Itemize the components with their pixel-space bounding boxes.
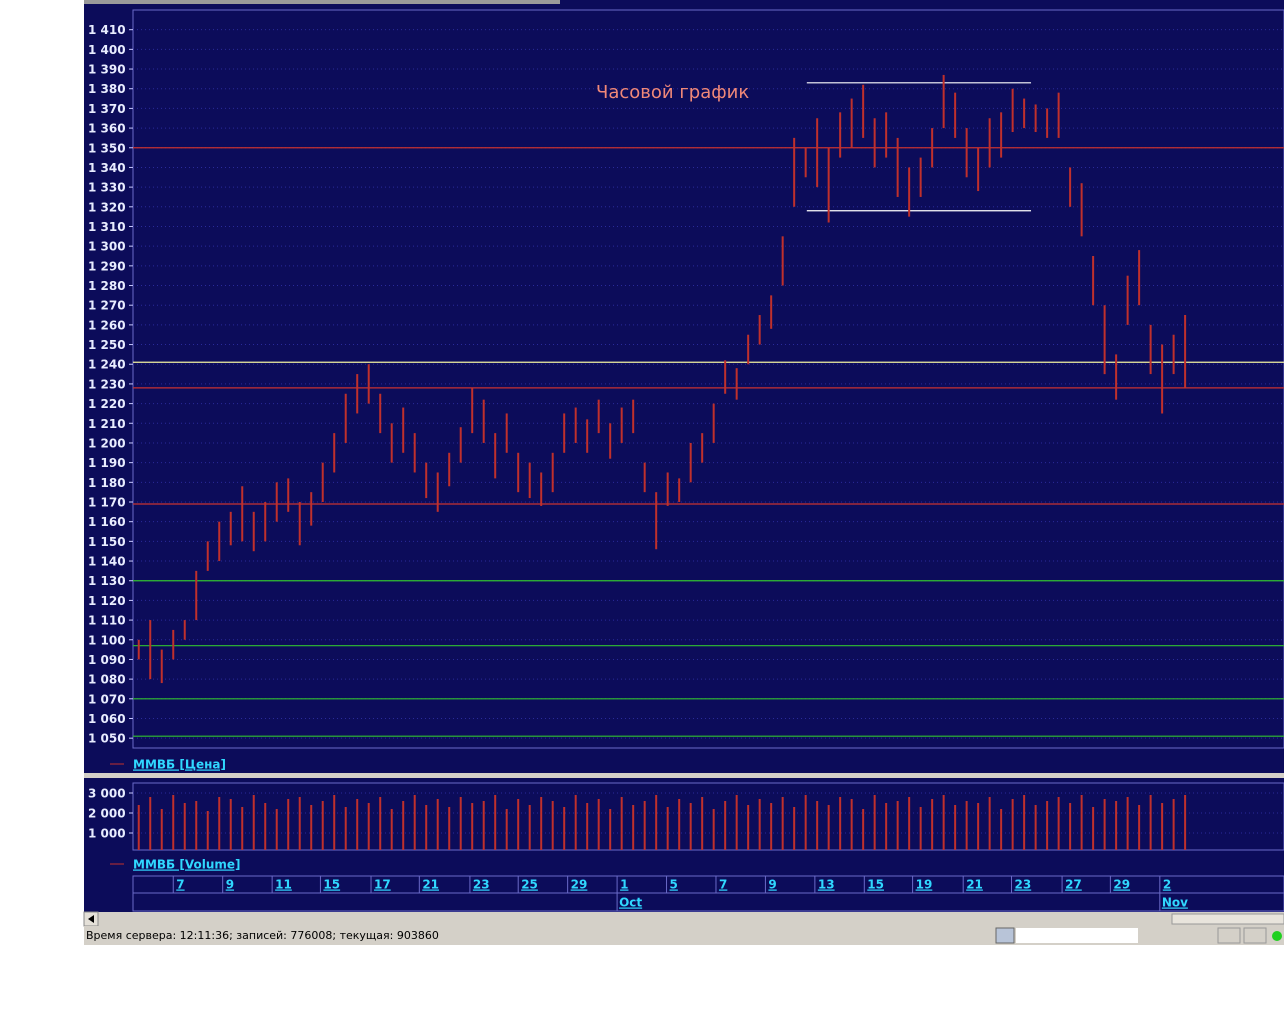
y-tick-label: 1 220	[88, 397, 126, 411]
y-tick-label: 1 180	[88, 476, 126, 490]
x-tick-label: 21	[422, 878, 439, 892]
x-tick-label: 7	[719, 878, 727, 892]
y-tick-label: 1 320	[88, 200, 126, 214]
x-tick-label: 9	[768, 878, 776, 892]
status-field	[1217, 927, 1241, 944]
y-tick-label: 1 160	[88, 515, 126, 529]
x-tick-label: 5	[670, 878, 678, 892]
y-tick-label: 1 370	[88, 102, 126, 116]
x-tick-label: 25	[521, 878, 538, 892]
y-tick-label: 1 210	[88, 417, 126, 431]
y-tick-label: 1 300	[88, 240, 126, 254]
legend-label[interactable]: ММВБ [Volume]	[133, 858, 241, 872]
y-tick-label: 1 170	[88, 496, 126, 510]
y-tick-label: 1 270	[88, 299, 126, 313]
y-tick-label: 1 060	[88, 712, 126, 726]
y-tick-label: 1 380	[88, 82, 126, 96]
x-tick-label: 15	[323, 878, 340, 892]
y-tick-label: 1 050	[88, 732, 126, 746]
connection-indicator	[1272, 931, 1282, 941]
volume-plot-frame	[132, 782, 1284, 851]
x-tick-label: 9	[226, 878, 234, 892]
x-tick-label: 19	[916, 878, 933, 892]
y-tick-label: 1 290	[88, 259, 126, 273]
y-tick-label: 1 150	[88, 535, 126, 549]
y-tick-label: 3 000	[88, 787, 126, 801]
x-tick-label: 21	[966, 878, 983, 892]
y-tick-label: 1 100	[88, 633, 126, 647]
y-tick-label: 2 000	[88, 807, 126, 821]
x-tick-label: 23	[473, 878, 490, 892]
y-tick-label: 1 350	[88, 141, 126, 155]
y-tick-label: 1 310	[88, 220, 126, 234]
legend-label[interactable]: ММВБ [Цена]	[133, 758, 226, 772]
chart-background	[84, 0, 1284, 912]
y-tick-label: 1 000	[88, 827, 126, 841]
y-tick-label: 1 110	[88, 614, 126, 628]
y-tick-label: 1 340	[88, 161, 126, 175]
x-tick-label: 23	[1014, 878, 1031, 892]
y-tick-label: 1 390	[88, 63, 126, 77]
scrollbar[interactable]	[84, 912, 1284, 926]
y-tick-label: 1 080	[88, 673, 126, 687]
y-tick-label: 1 070	[88, 692, 126, 706]
x-tick-label: 2	[1163, 878, 1171, 892]
x-tick-label: 11	[275, 878, 292, 892]
month-label: Oct	[619, 896, 642, 910]
y-tick-label: 1 200	[88, 436, 126, 450]
y-tick-label: 1 240	[88, 358, 126, 372]
x-tick-label: 29	[1113, 878, 1130, 892]
status-icon[interactable]	[995, 927, 1015, 944]
y-tick-label: 1 130	[88, 574, 126, 588]
x-tick-label: 7	[176, 878, 184, 892]
y-tick-label: 1 140	[88, 555, 126, 569]
y-tick-label: 1 330	[88, 181, 126, 195]
y-tick-label: 1 120	[88, 594, 126, 608]
x-tick-label: 27	[1065, 878, 1082, 892]
y-tick-label: 1 250	[88, 338, 126, 352]
y-tick-label: 1 190	[88, 456, 126, 470]
y-tick-label: 1 260	[88, 318, 126, 332]
status-text: Время сервера: 12:11:36; записей: 776008…	[86, 929, 439, 942]
scroll-arrow	[88, 915, 94, 923]
status-field	[1243, 927, 1267, 944]
toolbar-strip	[84, 0, 560, 4]
price-plot-frame	[132, 9, 1284, 749]
y-tick-label: 1 400	[88, 43, 126, 57]
month-label: Nov	[1162, 896, 1188, 910]
y-tick-label: 1 360	[88, 122, 126, 136]
scroll-thumb[interactable]	[1171, 913, 1284, 925]
y-tick-label: 1 280	[88, 279, 126, 293]
y-tick-label: 1 410	[88, 23, 126, 37]
panel-splitter[interactable]	[84, 773, 1284, 778]
x-tick-label: 1	[620, 878, 628, 892]
status-field	[1016, 928, 1138, 943]
y-tick-label: 1 090	[88, 653, 126, 667]
x-tick-label: 17	[374, 878, 391, 892]
x-tick-label: 29	[571, 878, 588, 892]
x-tick-label: 13	[818, 878, 835, 892]
x-tick-label: 15	[867, 878, 884, 892]
y-tick-label: 1 230	[88, 377, 126, 391]
status-bar	[84, 926, 1284, 945]
annotation: Часовой график	[596, 82, 749, 103]
